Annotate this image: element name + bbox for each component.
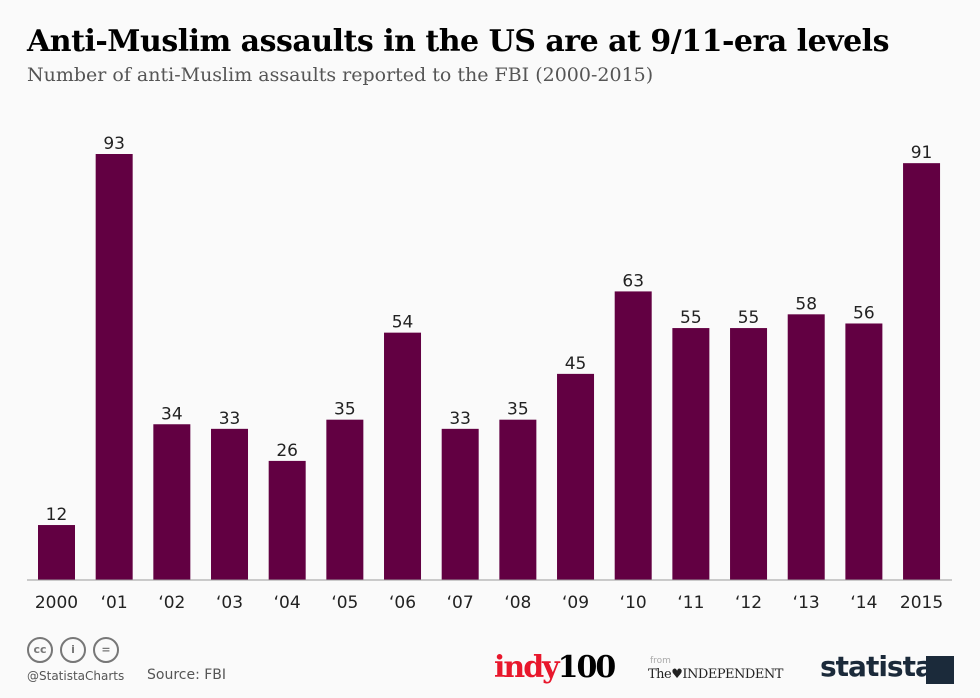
x-tick-label: ‘09 <box>562 593 589 613</box>
indy100-logo: indy100 <box>494 650 616 685</box>
bar <box>730 328 768 580</box>
cc-icon: cc <box>27 637 53 663</box>
x-tick-label: ‘02 <box>158 593 185 613</box>
data-label: 58 <box>795 294 817 314</box>
x-tick-label: ‘03 <box>216 593 243 613</box>
data-label: 33 <box>449 409 471 429</box>
bar <box>787 314 825 580</box>
data-label: 35 <box>507 400 529 420</box>
data-label: 55 <box>680 308 702 328</box>
data-label: 12 <box>46 505 68 525</box>
bar <box>672 328 710 580</box>
x-tick-label: ‘14 <box>850 593 877 613</box>
data-label: 45 <box>565 354 587 374</box>
x-tick-label: ‘12 <box>735 593 762 613</box>
data-label: 33 <box>219 409 241 429</box>
bar <box>326 419 364 580</box>
bar <box>441 428 479 580</box>
x-tick-label: ‘04 <box>274 593 301 613</box>
bar <box>557 373 595 580</box>
x-tick-label: ‘01 <box>101 593 128 613</box>
chart-title: Anti-Muslim assaults in the US are at 9/… <box>27 24 889 59</box>
x-tick-label: ‘10 <box>620 593 647 613</box>
data-label: 63 <box>622 271 644 291</box>
bar <box>95 154 133 580</box>
source: Source: FBI <box>147 667 227 683</box>
bar <box>499 419 537 580</box>
from-label: from <box>650 656 671 666</box>
data-label: 35 <box>334 400 356 420</box>
bar <box>614 291 652 580</box>
data-label: 91 <box>911 143 933 163</box>
bar <box>903 163 941 580</box>
data-label: 55 <box>738 308 760 328</box>
data-label: 26 <box>276 441 298 461</box>
data-label: 93 <box>103 134 125 154</box>
x-tick-label: ‘07 <box>447 593 474 613</box>
handle: @StatistaCharts <box>27 669 125 683</box>
bar <box>38 525 75 580</box>
by-icon: i <box>60 637 86 663</box>
data-label: 34 <box>161 404 183 424</box>
bar <box>845 323 883 580</box>
chart-subtitle: Number of anti-Muslim assaults reported … <box>27 64 654 86</box>
x-tick-label: ‘08 <box>504 593 531 613</box>
x-tick-label: 2000 <box>35 593 78 613</box>
independent-logo: The♥INDEPENDENT <box>648 667 783 682</box>
bar <box>268 460 306 580</box>
data-label: 54 <box>392 313 414 333</box>
x-tick-label: ‘05 <box>331 593 358 613</box>
nd-icon: = <box>93 637 119 663</box>
statista-logo-mark <box>926 656 954 684</box>
x-tick-label: ‘06 <box>389 593 416 613</box>
x-tick-label: ‘13 <box>793 593 820 613</box>
x-tick-label: 2015 <box>900 593 943 613</box>
bar <box>153 424 191 580</box>
statista-logo: statista <box>820 650 934 683</box>
bar <box>211 428 249 580</box>
data-label: 56 <box>853 303 875 323</box>
bar <box>384 332 422 580</box>
x-tick-label: ‘11 <box>677 593 704 613</box>
